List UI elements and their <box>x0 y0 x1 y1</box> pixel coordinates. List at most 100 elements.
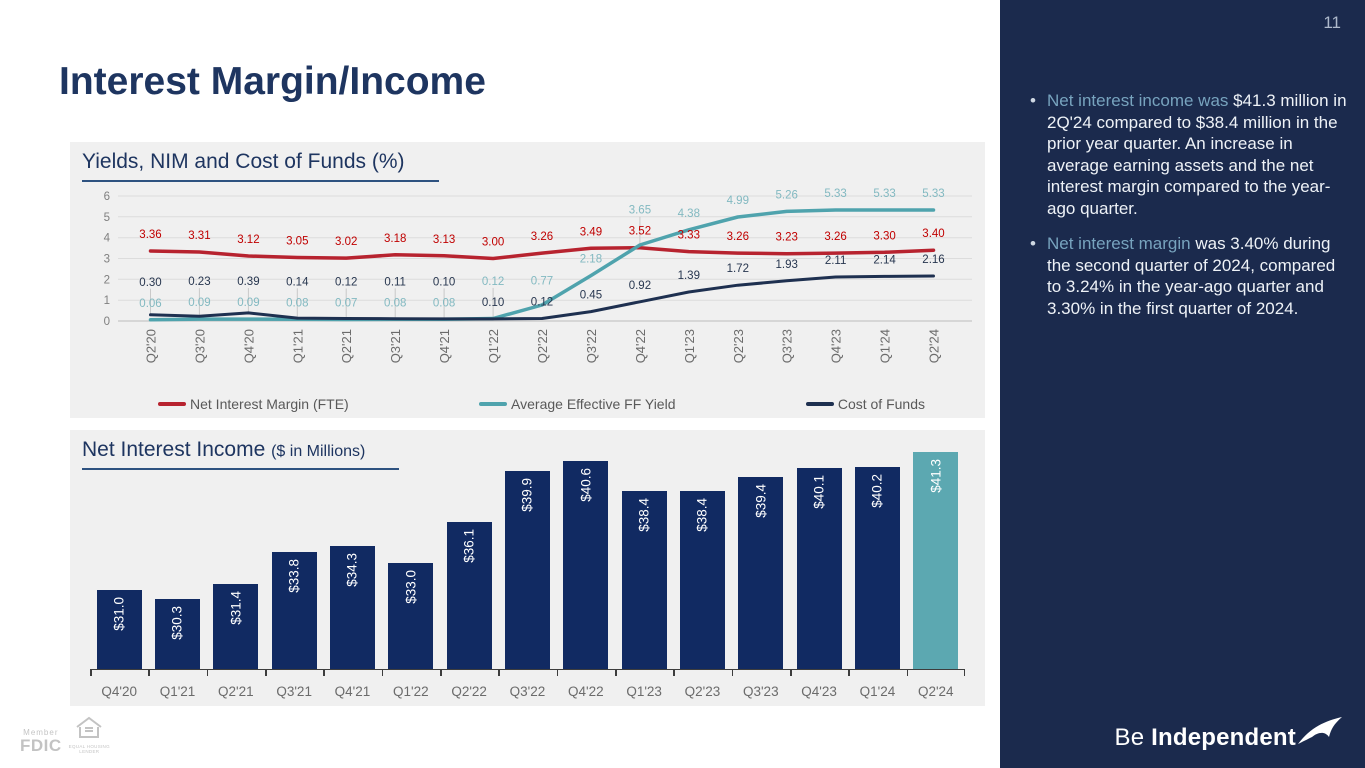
legend-item-0: Net Interest Margin (FTE) <box>158 396 349 412</box>
axis-tick <box>498 670 500 676</box>
bar-slot: $38.4 <box>615 440 673 670</box>
bar-slot: $30.3 <box>148 440 206 670</box>
svg-text:3.26: 3.26 <box>531 231 553 243</box>
axis-tick <box>556 670 559 676</box>
svg-text:Q1'23: Q1'23 <box>682 329 697 363</box>
ehl-text: EQUAL HOUSING LENDER <box>68 744 110 754</box>
bar-x-label: Q1'24 <box>859 684 896 699</box>
svg-text:5.26: 5.26 <box>776 189 798 201</box>
svg-text:3.49: 3.49 <box>580 226 602 238</box>
svg-text:0.30: 0.30 <box>139 277 161 289</box>
svg-text:4.38: 4.38 <box>678 208 700 220</box>
axis-tick <box>206 670 209 676</box>
svg-text:2.14: 2.14 <box>873 254 896 266</box>
svg-text:Q1'22: Q1'22 <box>486 329 501 363</box>
svg-text:4: 4 <box>104 233 111 245</box>
bar-x-label: Q3'22 <box>509 684 546 699</box>
yields-chart-panel: Yields, NIM and Cost of Funds (%) 0 1 2 3 4 5… <box>70 142 985 418</box>
svg-text:5.33: 5.33 <box>922 188 944 200</box>
bar-x-label: Q2'23 <box>684 684 721 699</box>
svg-text:Q2'24: Q2'24 <box>927 329 942 363</box>
income-chart-title-text: Net Interest Income <box>82 438 266 461</box>
svg-text:3.40: 3.40 <box>922 228 944 240</box>
svg-text:3.26: 3.26 <box>727 231 749 243</box>
income-chart-title: Net Interest Income ($ in Millions) <box>82 438 400 470</box>
bar-Q2'22: $36.1 <box>446 521 492 670</box>
svg-text:0.08: 0.08 <box>286 297 308 309</box>
house-icon <box>76 716 102 738</box>
bar-value-label: $40.2 <box>869 473 885 508</box>
bar-x-label: Q1'23 <box>626 684 662 699</box>
svg-text:3.30: 3.30 <box>873 230 895 242</box>
bar-value-label: $31.4 <box>228 591 244 626</box>
svg-text:0.12: 0.12 <box>335 277 357 289</box>
bar-value-label: $33.8 <box>286 559 302 594</box>
series-line-2 <box>149 274 935 321</box>
svg-text:0.23: 0.23 <box>188 276 210 288</box>
svg-text:1: 1 <box>104 295 110 307</box>
bar-slot: $33.0 <box>382 440 440 670</box>
svg-text:Q4'23: Q4'23 <box>829 329 844 363</box>
axis-tick <box>148 670 150 676</box>
bar-x-label: Q4'23 <box>801 684 837 699</box>
svg-text:Q2'21: Q2'21 <box>339 329 354 363</box>
axis-tick <box>906 670 909 676</box>
svg-text:3.36: 3.36 <box>139 229 161 241</box>
bar-Q3'22: $39.9 <box>504 470 550 670</box>
bar-slot: $31.0 <box>90 440 148 670</box>
bar-Q4'20: $31.0 <box>96 589 142 670</box>
bar-value-label: $38.4 <box>694 497 710 532</box>
bar-slot: $38.4 <box>673 440 731 670</box>
bar-value-label: $40.6 <box>578 468 594 503</box>
svg-text:5.33: 5.33 <box>824 188 846 200</box>
svg-text:0.11: 0.11 <box>384 276 406 288</box>
legend-swatch-icon <box>479 402 508 406</box>
svg-text:0.45: 0.45 <box>580 290 602 302</box>
svg-text:3.33: 3.33 <box>678 230 700 242</box>
series-line-0 <box>148 245 936 261</box>
svg-text:3.31: 3.31 <box>188 230 210 242</box>
svg-text:Q1'21: Q1'21 <box>290 329 305 363</box>
bar-value-label: $34.3 <box>344 552 360 587</box>
bar-slot: $40.6 <box>557 440 615 670</box>
income-chart-subtitle: ($ in Millions) <box>271 443 366 460</box>
svg-text:3.18: 3.18 <box>384 233 406 245</box>
svg-text:0.07: 0.07 <box>335 298 357 310</box>
svg-text:1.72: 1.72 <box>727 263 749 275</box>
income-x-axis <box>90 669 965 670</box>
bullet-net-interest-margin: Net interest margin was 3.40% during the… <box>1028 233 1351 319</box>
bar-x-label: Q1'21 <box>159 684 196 699</box>
bar-slot: $36.1 <box>440 440 498 670</box>
axis-tick <box>790 670 792 676</box>
bar-Q1'22: $33.0 <box>388 563 434 670</box>
svg-text:Q3'22: Q3'22 <box>584 329 599 363</box>
bar-Q1'21: $30.3 <box>154 599 200 670</box>
footer-logos: Member FDIC EQUAL HOUSING LENDER <box>20 716 110 754</box>
svg-text:3.52: 3.52 <box>629 226 651 238</box>
bar-x-label: Q4'22 <box>567 684 604 699</box>
legend-swatch-icon <box>805 402 834 406</box>
svg-text:1.39: 1.39 <box>678 270 700 282</box>
svg-text:2.11: 2.11 <box>825 255 847 267</box>
svg-text:5: 5 <box>104 212 110 224</box>
svg-text:3.23: 3.23 <box>776 232 798 244</box>
svg-text:2.18: 2.18 <box>580 254 602 266</box>
svg-text:2.16: 2.16 <box>922 254 944 266</box>
bar-slot: $41.3 <box>907 440 965 670</box>
bar-Q2'21: $31.4 <box>213 584 259 670</box>
bar-slot: $31.4 <box>207 440 265 670</box>
axis-tick <box>963 670 965 676</box>
legend-item-2: Cost of Funds <box>805 396 925 412</box>
svg-text:3.05: 3.05 <box>286 236 308 248</box>
axis-tick <box>323 670 325 676</box>
bar-x-label: Q4'21 <box>334 684 371 699</box>
bar-Q4'21: $34.3 <box>329 545 375 670</box>
brand-wordmark: Be Independent <box>1114 724 1296 751</box>
commentary-sidebar: 11 Net interest income was $41.3 million… <box>1000 0 1365 768</box>
svg-text:6: 6 <box>104 191 110 203</box>
bar-slot: $39.4 <box>732 440 790 670</box>
bird-icon <box>1298 717 1342 744</box>
svg-text:Q3'20: Q3'20 <box>192 329 207 363</box>
svg-text:Q2'22: Q2'22 <box>535 329 550 363</box>
svg-text:0.14: 0.14 <box>286 276 309 288</box>
